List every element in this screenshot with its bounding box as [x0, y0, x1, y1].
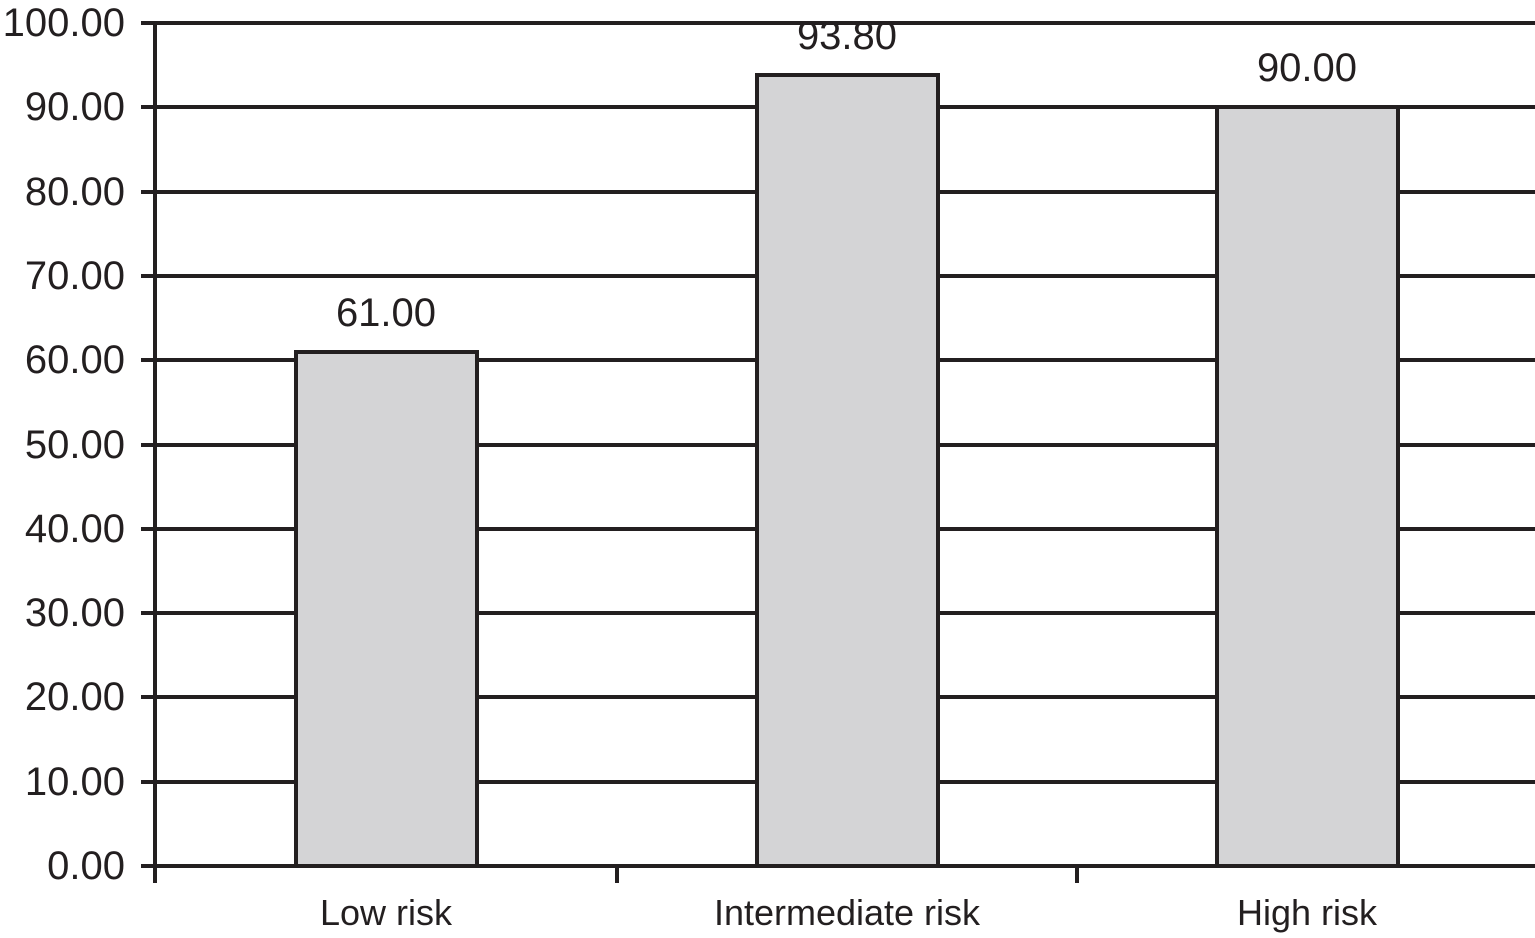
- x-axis-tick: [615, 864, 619, 883]
- y-axis-tick-label: 100.00: [2, 1, 125, 45]
- y-axis-tick-label: 80.00: [24, 169, 125, 214]
- y-axis-tick-label: 20.00: [24, 675, 125, 720]
- gridline: [141, 21, 1535, 25]
- bar-intermediate-risk: [754, 73, 940, 868]
- y-axis-tick-label: 10.00: [24, 759, 125, 804]
- y-axis-tick-label: 60.00: [24, 338, 125, 383]
- y-axis-tick-label: 70.00: [24, 253, 125, 298]
- y-axis-tick-label: 30.00: [24, 591, 125, 636]
- x-axis-category-label: Low risk: [319, 892, 453, 933]
- y-axis-tick-label: 0.00: [47, 844, 125, 888]
- x-axis-category-label: Intermediate risk: [713, 892, 981, 933]
- y-axis-tick-label: 50.00: [24, 422, 125, 467]
- y-axis-tick-label: 40.00: [24, 506, 125, 551]
- bar-high-risk: [1214, 105, 1400, 868]
- bar-low-risk: [293, 349, 479, 868]
- x-axis-tick: [1075, 864, 1079, 883]
- y-axis-tick-label: 90.00: [24, 85, 125, 130]
- bar-value-label: 93.80: [796, 14, 898, 59]
- bar-value-label: 90.00: [1256, 46, 1358, 91]
- x-axis-category-label: High risk: [1236, 892, 1378, 933]
- y-axis-line: [153, 21, 157, 883]
- bar-value-label: 61.00: [335, 290, 437, 335]
- x-axis-tick: [153, 864, 157, 883]
